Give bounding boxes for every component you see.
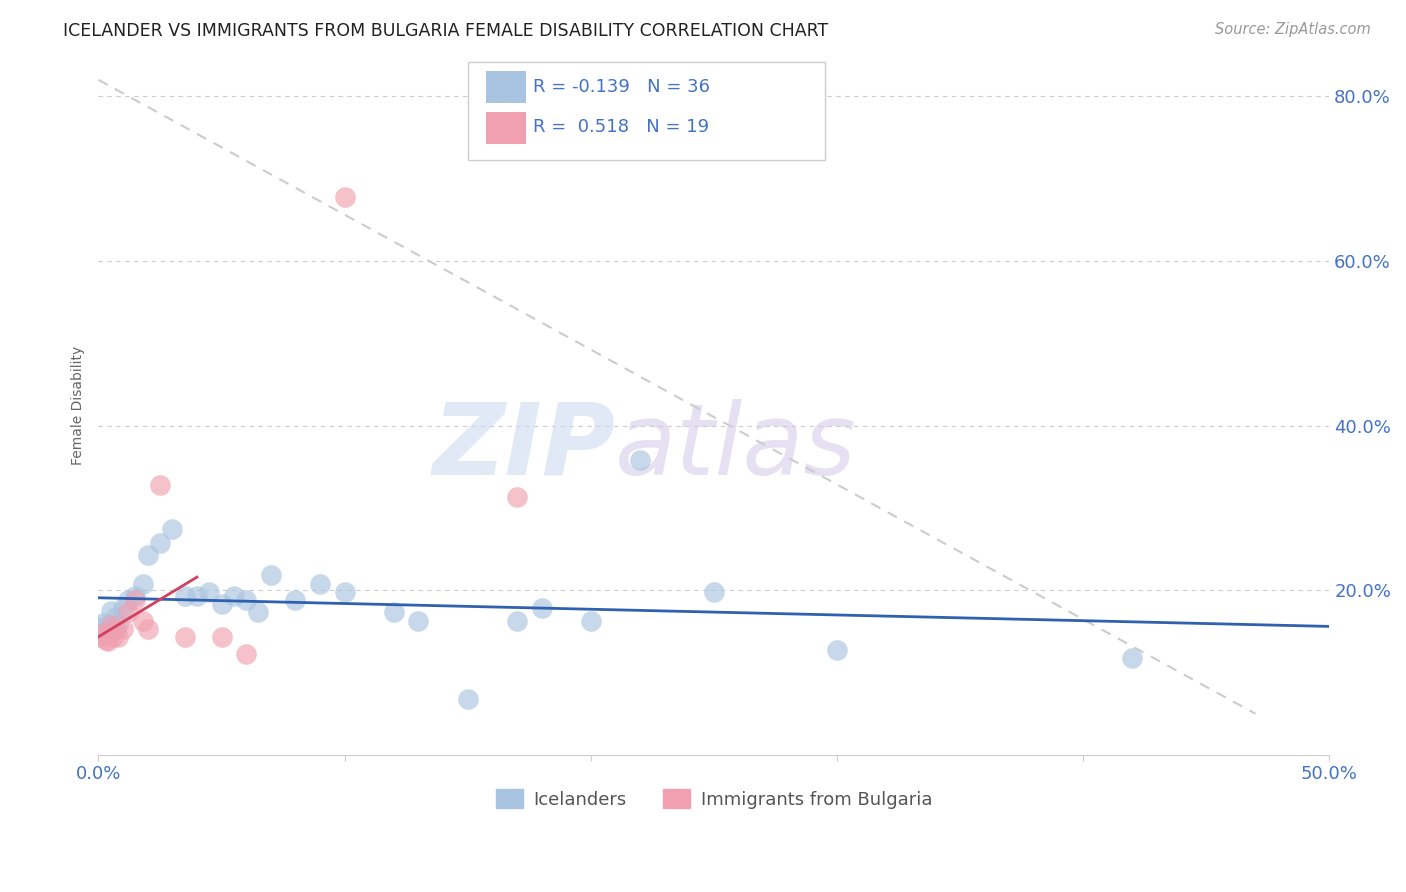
Text: atlas: atlas <box>616 399 858 496</box>
Text: ZIP: ZIP <box>433 399 616 496</box>
Text: ICELANDER VS IMMIGRANTS FROM BULGARIA FEMALE DISABILITY CORRELATION CHART: ICELANDER VS IMMIGRANTS FROM BULGARIA FE… <box>63 22 828 40</box>
Point <box>530 601 553 615</box>
Point <box>104 609 127 624</box>
Point <box>112 601 135 615</box>
Text: R = -0.139   N = 36: R = -0.139 N = 36 <box>533 78 710 95</box>
Point <box>408 614 430 628</box>
Point <box>149 478 172 492</box>
Point <box>457 692 479 706</box>
FancyBboxPatch shape <box>486 112 526 144</box>
Point <box>103 630 125 644</box>
Point <box>117 593 139 607</box>
Point <box>100 604 122 618</box>
Point <box>100 617 122 632</box>
Point <box>235 593 257 607</box>
Point <box>94 620 117 634</box>
Point <box>260 568 283 582</box>
Point <box>124 589 146 603</box>
Y-axis label: Female Disability: Female Disability <box>72 345 86 465</box>
Point <box>506 490 529 504</box>
Point <box>132 614 155 628</box>
Point <box>107 630 129 644</box>
Point <box>284 593 307 607</box>
Point <box>173 630 195 644</box>
Point <box>235 647 257 661</box>
Point <box>211 597 233 611</box>
Point <box>222 589 245 603</box>
Point <box>211 630 233 644</box>
Point <box>97 624 120 639</box>
Point <box>132 576 155 591</box>
Point <box>703 585 725 599</box>
Text: Source: ZipAtlas.com: Source: ZipAtlas.com <box>1215 22 1371 37</box>
FancyBboxPatch shape <box>468 62 825 160</box>
Point <box>186 589 208 603</box>
Point <box>382 606 405 620</box>
Point <box>1121 650 1143 665</box>
Point <box>579 614 602 628</box>
Point <box>124 593 146 607</box>
Point <box>333 585 356 599</box>
Point <box>173 589 195 603</box>
Point <box>136 622 159 636</box>
FancyBboxPatch shape <box>486 71 526 103</box>
Point <box>506 614 529 628</box>
Point <box>333 190 356 204</box>
Point <box>309 576 332 591</box>
Point <box>162 521 184 535</box>
Legend: Icelanders, Immigrants from Bulgaria: Icelanders, Immigrants from Bulgaria <box>488 782 939 816</box>
Point <box>825 642 848 657</box>
Point <box>136 548 159 562</box>
Point <box>112 622 135 636</box>
Point <box>107 617 129 632</box>
Text: R =  0.518   N = 19: R = 0.518 N = 19 <box>533 119 709 136</box>
Point <box>103 620 125 634</box>
Point <box>90 620 112 634</box>
Point <box>247 606 270 620</box>
Point <box>93 616 115 631</box>
Point <box>90 630 112 644</box>
Point <box>104 622 127 636</box>
Point <box>97 634 120 648</box>
Point <box>628 453 651 467</box>
Point <box>198 585 221 599</box>
Point <box>93 626 115 640</box>
Point <box>149 535 172 549</box>
Point <box>94 632 117 647</box>
Point <box>117 606 139 620</box>
